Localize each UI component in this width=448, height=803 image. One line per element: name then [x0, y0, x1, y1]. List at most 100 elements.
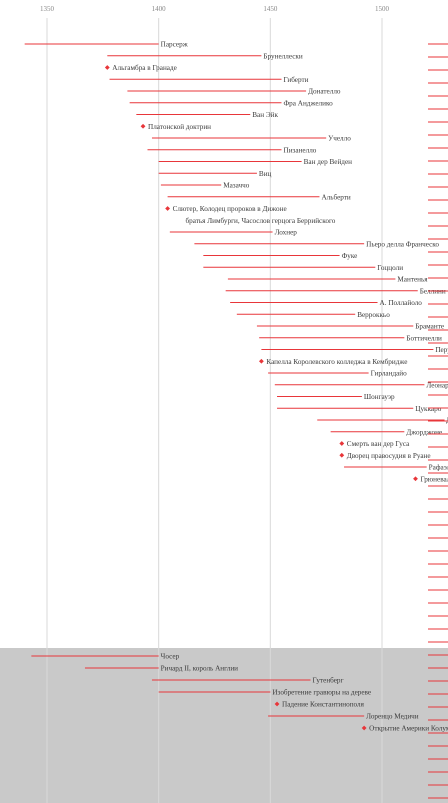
bar-label: Пьеро делла Франческо [366, 240, 439, 248]
timeline-row: Гиберти [109, 76, 309, 84]
bar-label: Шонгауэр [364, 393, 395, 401]
event-marker [140, 123, 146, 129]
timeline-row: Рафаэль [344, 464, 448, 472]
event-marker [165, 206, 170, 211]
bar-label: Учелло [328, 135, 351, 143]
event-marker [104, 65, 110, 70]
event-marker [361, 725, 367, 731]
timeline-row: Донателло [127, 88, 341, 96]
timeline-row: Смерть ван дер Гуса [339, 440, 410, 448]
timeline-row: Капелла Королевского колледжа в Кембридж… [259, 358, 407, 366]
event-marker [413, 476, 418, 482]
bar-label: Фра Анджелико [284, 99, 334, 107]
bar-label: Мантенья [397, 276, 428, 284]
timeline-row: А. Поллайоло [230, 299, 422, 307]
event-label: Смерть ван дер Гуса [347, 440, 410, 448]
bar-label: Гутенберг [313, 677, 344, 685]
timeline-row: Ван Эйк [136, 111, 278, 119]
timeline-row: Альгамбра в Гранаде [104, 64, 177, 72]
timeline-row: Леонардо [274, 381, 448, 389]
bar-label: Гирландайо [371, 370, 408, 378]
bar-label: Верроккьо [357, 311, 390, 319]
tick-label-1450: 1450 [263, 5, 278, 13]
bar-label: Донателло [308, 88, 341, 96]
timeline-row: Фра Анджелико [129, 99, 334, 107]
bar-label: Лоренцо Медичи [366, 713, 419, 721]
bar-label: Пизанелло [284, 146, 317, 154]
bar-label: Лохнер [275, 229, 298, 237]
year-gridlines [46, 18, 383, 803]
timeline-row: Виц [158, 170, 272, 178]
event-marker [259, 358, 264, 364]
event-marker [339, 441, 345, 446]
timeline-row: Мазаччо [160, 182, 250, 190]
event-marker [274, 701, 280, 707]
bar-label: Цуккаро [415, 405, 441, 413]
timeline-rows: Парсерж Брунеллески Альгамбра в Гранаде Гиб… [24, 41, 448, 733]
timeline-row: Изобретение гравюры на дереве [158, 689, 371, 697]
bar-label: Гиберти [284, 76, 309, 84]
event-label: Капелла Королевского колледжа в Кембридж… [266, 358, 407, 366]
timeline-row: Цуккаро [277, 405, 442, 413]
timeline-row: Браманте [256, 323, 444, 331]
event-label: Альгамбра в Гранаде [112, 64, 177, 72]
timeline-row: Открытие Америки Колумбом [361, 725, 448, 733]
timeline-row: Грюневальд [413, 475, 448, 483]
timeline-row: Падение Константинополя [274, 701, 365, 709]
event-label: Открытие Америки Колумбом [369, 725, 448, 733]
timeline-row: Верроккьо [236, 311, 390, 319]
timeline-row: Боттичелли [259, 334, 442, 342]
bar-label: Фуке [342, 252, 358, 260]
bar-label: Джорджоне [406, 428, 442, 436]
right-edge-marks [428, 43, 448, 799]
bar-label: А. Поллайоло [380, 299, 423, 307]
timeline-row: Гутенберг [151, 677, 344, 685]
bar-label: Парсерж [161, 41, 188, 49]
timeline-row: Платонской доктрин [140, 123, 211, 131]
bar-label: Гоццоли [377, 264, 403, 272]
event-marker [339, 452, 345, 458]
timeline-row: Беллини [225, 287, 446, 295]
timeline-row: Шонгауэр [277, 393, 395, 401]
timeline-row: Перуджино [261, 346, 448, 354]
bar-label: Чосер [161, 653, 180, 661]
timeline-row: Пьеро делла Франческо [194, 240, 439, 248]
bar-label: Леонардо [426, 381, 448, 389]
bar-label: Ван дер Вейден [304, 158, 353, 166]
event-label: Дворец правосудия в Руане [347, 452, 431, 460]
timeline-row: Чосер [31, 653, 180, 661]
timeline-row: братья Лимбурги, Часослов герцога Беррий… [185, 217, 335, 225]
timeline-row: Ван дер Вейден [158, 158, 353, 166]
bar-label: Рафаэль [429, 464, 448, 472]
event-label: Падение Константинополя [282, 701, 365, 709]
bar-label: Браманте [415, 323, 444, 331]
bar-label: Боттичелли [406, 334, 442, 342]
history-band [0, 648, 448, 803]
bar-label: Ричард II, король Англии [161, 665, 239, 673]
bar-label: Мазаччо [223, 182, 250, 190]
bar-label: Виц [259, 170, 272, 178]
timeline-row: Пизанелло [147, 146, 317, 154]
timeline-row: Дворец правосудия в Руане [339, 452, 431, 460]
bar-label: Брунеллески [263, 52, 302, 60]
bar-label: Ван Эйк [252, 111, 278, 119]
timeline-row: Джорджоне [330, 428, 442, 436]
bar-label: Перуджино [435, 346, 448, 354]
bar-label: Изобретение гравюры на дереве [272, 689, 371, 697]
timeline-row: Лохнер [169, 229, 298, 237]
bar-label: Альберти [321, 193, 350, 201]
timeline-row: Альберти [167, 193, 351, 201]
timeline-row: Фуке [203, 252, 357, 260]
note-label: братья Лимбурги, Часослов герцога Беррий… [185, 217, 335, 225]
event-label: Платонской доктрин [148, 123, 211, 131]
event-label: Слютер, Колодец пророков в Дижоне [173, 205, 287, 213]
timeline-row: Ричард II, король Англии [84, 665, 239, 673]
tick-label-1500: 1500 [375, 5, 390, 13]
timeline-row: Брунеллески [107, 52, 303, 60]
timeline-row: Гоццоли [203, 264, 403, 272]
year-ticks: 1350 1400 1450 1500 [40, 5, 390, 13]
tick-label-1400: 1400 [152, 5, 167, 13]
timeline-row: Лоренцо Медичи [268, 713, 419, 721]
event-label: Грюневальд [421, 475, 448, 483]
